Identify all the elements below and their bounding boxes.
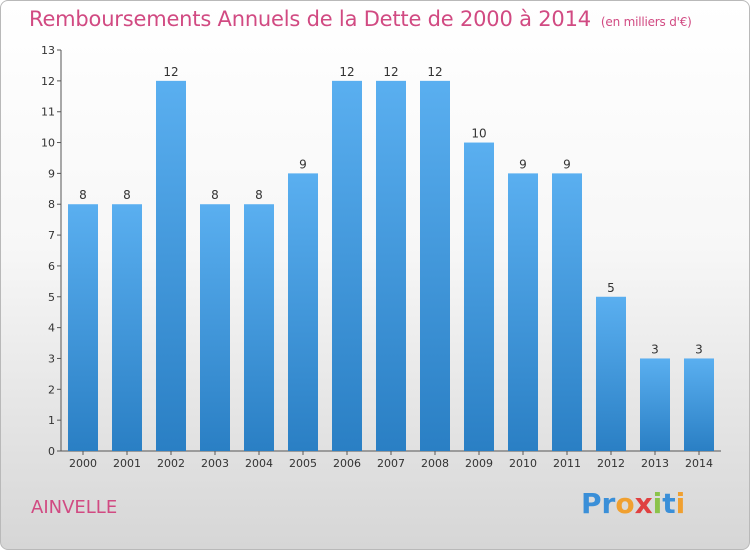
x-tick-label: 2001 xyxy=(113,457,141,470)
value-label: 8 xyxy=(123,188,131,202)
value-label: 8 xyxy=(211,188,219,202)
value-label: 12 xyxy=(163,65,178,79)
value-label: 8 xyxy=(79,188,87,202)
bar-2006 xyxy=(332,80,362,451)
y-tick-label: 1 xyxy=(48,414,55,427)
x-tick-label: 2000 xyxy=(69,457,97,470)
x-tick-label: 2009 xyxy=(465,457,493,470)
logo-letter: i xyxy=(675,487,686,520)
bar-2000 xyxy=(68,204,98,451)
logo-letter: i xyxy=(652,487,663,520)
value-label: 8 xyxy=(255,188,263,202)
x-tick-label: 2011 xyxy=(553,457,581,470)
proxiti-logo[interactable]: Proxiti xyxy=(581,487,685,520)
location-label: AINVELLE xyxy=(31,497,118,518)
x-tick-label: 2012 xyxy=(597,457,625,470)
y-tick-label: 9 xyxy=(48,167,55,180)
logo-letter: r xyxy=(601,487,616,520)
x-tick-label: 2002 xyxy=(157,457,185,470)
x-tick-label: 2014 xyxy=(685,457,713,470)
value-label: 3 xyxy=(651,342,659,356)
value-label: 5 xyxy=(607,281,615,295)
chart-title: Remboursements Annuels de la Dette de 20… xyxy=(29,7,692,31)
y-tick-label: 7 xyxy=(48,229,55,242)
y-tick-label: 8 xyxy=(48,198,55,211)
value-label: 9 xyxy=(299,157,307,171)
y-tick-label: 2 xyxy=(48,383,55,396)
x-tick-label: 2010 xyxy=(509,457,537,470)
x-tick-label: 2004 xyxy=(245,457,273,470)
bar-2008 xyxy=(420,80,450,451)
bar-2014 xyxy=(684,358,714,451)
y-tick-label: 12 xyxy=(41,75,55,88)
bar-2011 xyxy=(552,173,582,451)
x-tick-label: 2003 xyxy=(201,457,229,470)
y-tick-label: 11 xyxy=(41,106,55,119)
bars: 8 8 12 8 8 9 12 12 12 10 9 9 5 3 3 xyxy=(68,65,714,452)
value-label: 9 xyxy=(519,157,527,171)
bar-2001 xyxy=(112,204,142,451)
y-tick-label: 13 xyxy=(41,44,55,57)
y-tick-label: 3 xyxy=(48,352,55,365)
bar-2013 xyxy=(640,358,670,451)
value-label: 12 xyxy=(339,65,354,79)
x-tick-label: 2006 xyxy=(333,457,361,470)
y-tick-label: 4 xyxy=(48,322,55,335)
x-tick-label: 2005 xyxy=(289,457,317,470)
x-tick-label: 2013 xyxy=(641,457,669,470)
logo-letter: t xyxy=(662,487,676,520)
value-label: 3 xyxy=(695,342,703,356)
logo-letter: o xyxy=(615,487,635,520)
x-tick-label: 2008 xyxy=(421,457,449,470)
chart-unit: (en milliers d'€) xyxy=(600,15,692,29)
y-tick-label: 6 xyxy=(48,260,55,273)
bar-2005 xyxy=(288,173,318,451)
bar-2009 xyxy=(464,142,494,452)
bar-2003 xyxy=(200,204,230,451)
bar-2012 xyxy=(596,296,626,451)
bar-2010 xyxy=(508,173,538,451)
bar-2002 xyxy=(156,80,186,451)
value-label: 12 xyxy=(383,65,398,79)
value-label: 10 xyxy=(471,127,486,141)
value-label: 12 xyxy=(427,65,442,79)
y-tick-label: 0 xyxy=(48,445,55,458)
y-tick-label: 10 xyxy=(41,137,55,150)
logo-letter: x xyxy=(634,487,653,520)
y-tick-label: 5 xyxy=(48,291,55,304)
bar-2004 xyxy=(244,204,274,451)
x-tick-label: 2007 xyxy=(377,457,405,470)
bar-2007 xyxy=(376,80,406,451)
logo-letter: P xyxy=(581,487,602,520)
chart-title-text: Remboursements Annuels de la Dette de 20… xyxy=(29,7,591,31)
value-label: 9 xyxy=(563,157,571,171)
